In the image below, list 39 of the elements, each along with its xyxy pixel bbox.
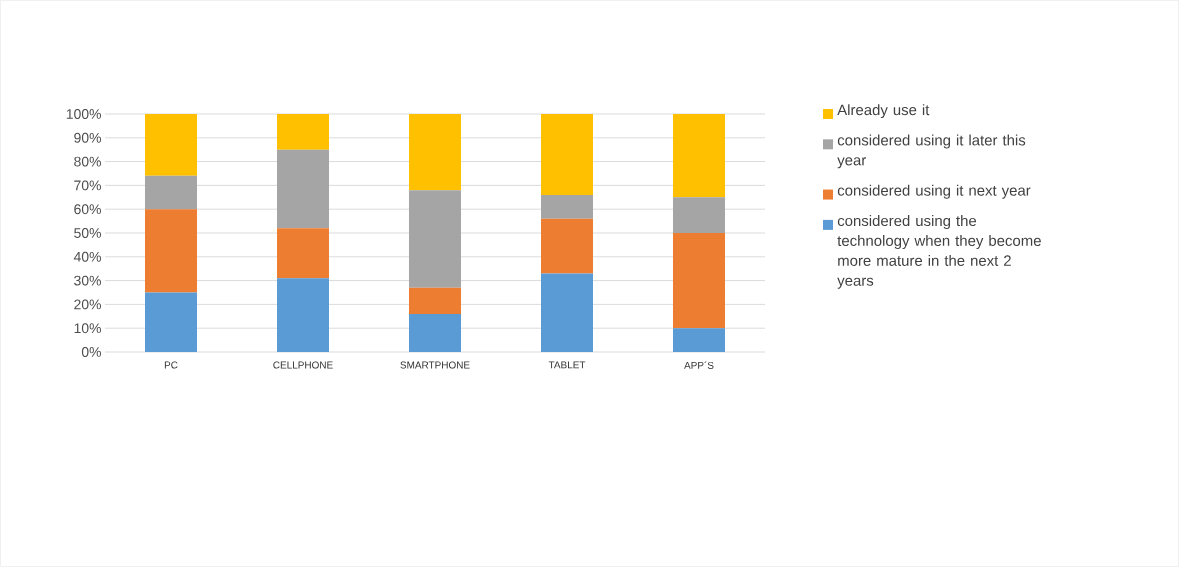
y-tick-label: 20% xyxy=(74,299,101,310)
bar xyxy=(409,113,462,191)
bar xyxy=(541,194,593,219)
bar xyxy=(409,313,462,352)
x-tick-label: PC xyxy=(164,361,178,369)
y-tick-label: 0% xyxy=(81,347,101,357)
x-tick-label: APP´S xyxy=(684,361,714,369)
bar xyxy=(541,218,593,274)
legend-label: Already use it xyxy=(837,104,930,119)
y-tick-label: 50% xyxy=(74,228,101,238)
bar xyxy=(541,113,593,195)
bar xyxy=(277,228,330,279)
bar xyxy=(673,232,725,329)
x-tick-label: TABLET xyxy=(548,361,586,369)
legend-label: considered using it next year xyxy=(837,184,1031,199)
y-tick-label: 30% xyxy=(74,275,101,286)
bar xyxy=(409,287,462,314)
bar xyxy=(277,113,330,150)
y-tick-label: 10% xyxy=(74,323,101,334)
y-tick-label: 90% xyxy=(74,132,101,143)
bar xyxy=(673,328,725,352)
bar xyxy=(541,273,593,352)
y-tick-label: 100% xyxy=(66,109,101,119)
x-tick-label: SMARTPHONE xyxy=(400,361,470,369)
y-tick-label: 70% xyxy=(74,180,101,191)
bar xyxy=(145,209,198,293)
bar xyxy=(145,113,198,176)
bar xyxy=(673,113,725,198)
y-tick-label: 80% xyxy=(74,156,101,167)
bar xyxy=(145,292,198,352)
legend-label: considered using the technology when they become more mature in the next 2 years xyxy=(837,215,1041,289)
y-tick-label: 40% xyxy=(73,251,101,262)
bar xyxy=(145,175,198,210)
bar xyxy=(409,190,462,288)
y-tick-label: 60% xyxy=(74,204,101,215)
bar xyxy=(673,197,725,233)
bar xyxy=(277,278,330,352)
bar xyxy=(277,149,330,229)
x-tick-label: CELLPHONE xyxy=(273,361,333,369)
